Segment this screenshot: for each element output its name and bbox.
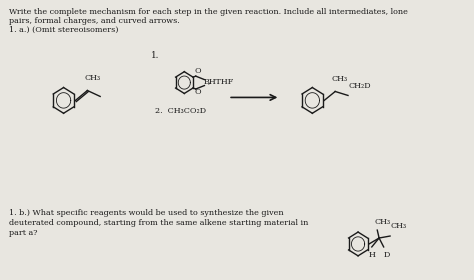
Text: BH: BH [203, 78, 216, 86]
Text: ,  THF: , THF [208, 78, 233, 86]
Text: O: O [195, 67, 201, 75]
Text: 1. b.) What specific reagents would be used to synthesize the given: 1. b.) What specific reagents would be u… [9, 209, 283, 217]
Text: 1.: 1. [150, 51, 159, 60]
Text: part a?: part a? [9, 229, 37, 237]
Text: 2.  CH₃CO₂D: 2. CH₃CO₂D [155, 107, 206, 115]
Text: CH₃: CH₃ [374, 218, 391, 226]
Text: CH₃: CH₃ [85, 74, 101, 81]
Text: CH₂D: CH₂D [348, 83, 371, 90]
Text: deuterated compound, starting from the same alkene starting material in: deuterated compound, starting from the s… [9, 219, 308, 227]
Text: pairs, formal charges, and curved arrows.: pairs, formal charges, and curved arrows… [9, 17, 180, 25]
Text: H: H [369, 251, 376, 259]
Text: CH₃: CH₃ [331, 74, 347, 83]
Text: 1. a.) (Omit stereoisomers): 1. a.) (Omit stereoisomers) [9, 26, 118, 34]
Text: D: D [383, 251, 390, 259]
Text: Write the complete mechanism for each step in the given reaction. Include all in: Write the complete mechanism for each st… [9, 8, 408, 16]
Text: CH₃: CH₃ [390, 222, 406, 230]
Text: O: O [195, 88, 201, 96]
